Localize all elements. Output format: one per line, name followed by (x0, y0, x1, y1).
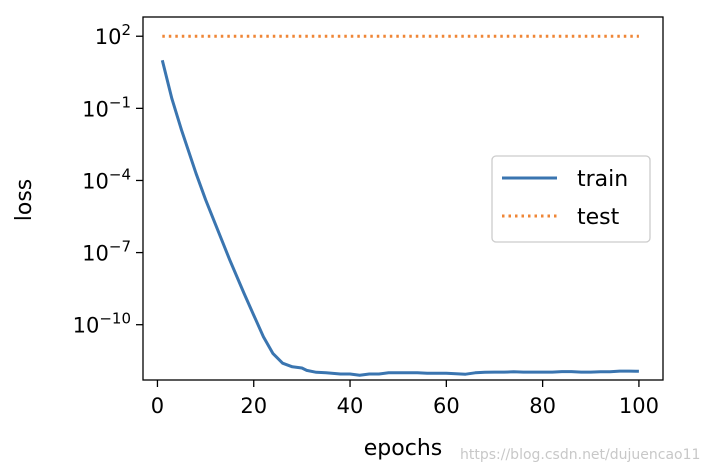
x-tick-label: 0 (151, 394, 164, 418)
series-train-line (160, 59, 639, 377)
y-tick-label: 10−10 (73, 310, 131, 338)
legend: train test (491, 155, 651, 243)
plot-frame (142, 16, 664, 381)
x-axis-label: epochs (364, 436, 442, 461)
x-tick-label: 20 (240, 394, 267, 418)
chart-marks (160, 34, 639, 377)
legend-label-test: test (577, 205, 620, 230)
y-tick-label: 10−4 (82, 165, 131, 193)
x-axis: 0 20 40 60 80 100 (151, 380, 659, 418)
x-tick-label: 80 (529, 394, 556, 418)
watermark-text: https://blog.csdn.net/dujuencao11 (460, 447, 700, 463)
y-axis-label: loss (12, 179, 37, 222)
x-tick-label: 40 (337, 394, 364, 418)
y-axis: 102 10−1 10−4 10−7 10−10 (73, 21, 143, 338)
x-tick-label: 100 (619, 394, 659, 418)
y-tick-label: 10−7 (82, 238, 131, 266)
y-tick-label: 102 (95, 21, 131, 49)
y-tick-label: 10−1 (82, 93, 131, 121)
x-tick-label: 60 (433, 394, 460, 418)
legend-label-train: train (577, 167, 628, 192)
